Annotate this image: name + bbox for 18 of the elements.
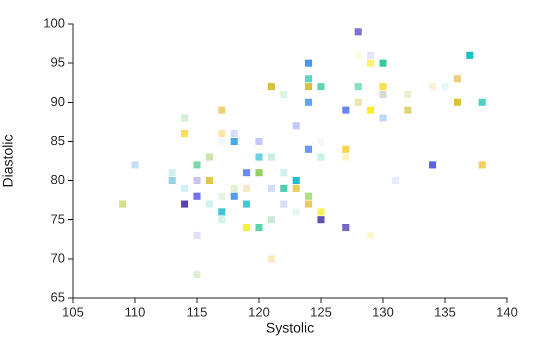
y-tick-label: 100 — [43, 16, 65, 31]
x-tick-label: 135 — [434, 304, 456, 320]
y-tick-label: 95 — [50, 54, 65, 70]
y-tick-label: 85 — [50, 133, 65, 148]
x-tick-label: 110 — [124, 304, 146, 320]
x-tick-label: 120 — [248, 304, 270, 320]
y-tick-label: 90 — [50, 94, 65, 109]
y-axis-title: Diastolic — [0, 134, 16, 188]
x-tick-label: 105 — [62, 304, 84, 320]
x-tick-label: 115 — [186, 304, 208, 320]
y-tick-label: 75 — [50, 211, 65, 226]
y-tick-label: 80 — [50, 172, 65, 188]
x-tick-label: 130 — [372, 304, 394, 320]
x-tick-label: 140 — [496, 304, 518, 320]
x-axis-title: Systolic — [266, 319, 314, 336]
x-tick-label: 125 — [310, 304, 332, 320]
y-tick-label: 70 — [50, 250, 65, 266]
y-tick-label: 65 — [50, 290, 65, 305]
